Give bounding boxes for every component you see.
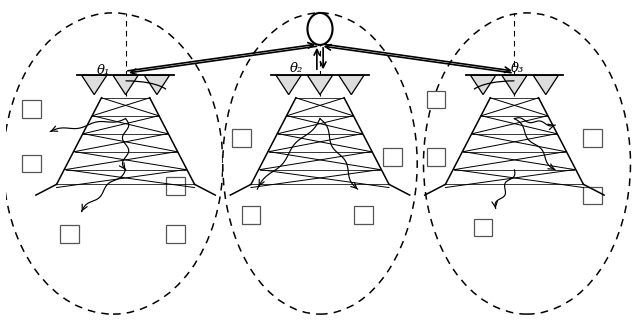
Bar [355, 206, 373, 224]
Ellipse shape [223, 13, 417, 314]
Polygon shape [82, 75, 107, 95]
Text: θ₁: θ₁ [97, 64, 110, 77]
Ellipse shape [3, 13, 223, 314]
Text: θ₃: θ₃ [511, 62, 524, 76]
Bar [22, 100, 41, 118]
Text: θ₂: θ₂ [290, 62, 303, 76]
Bar [166, 225, 185, 243]
Bar [60, 225, 79, 243]
Bar [427, 91, 445, 108]
Ellipse shape [307, 13, 333, 45]
Bar [232, 129, 251, 147]
Bar [474, 219, 493, 236]
Bar [427, 148, 445, 166]
Bar [242, 206, 260, 224]
Polygon shape [470, 75, 495, 95]
Polygon shape [276, 75, 301, 95]
Polygon shape [145, 75, 170, 95]
Bar [166, 177, 185, 195]
Bar [584, 187, 602, 204]
Polygon shape [502, 75, 527, 95]
Polygon shape [307, 75, 333, 95]
Bar [383, 148, 401, 166]
Bar [584, 129, 602, 147]
Ellipse shape [424, 13, 630, 314]
Polygon shape [113, 75, 138, 95]
Polygon shape [533, 75, 558, 95]
Polygon shape [339, 75, 364, 95]
Bar [22, 155, 41, 172]
